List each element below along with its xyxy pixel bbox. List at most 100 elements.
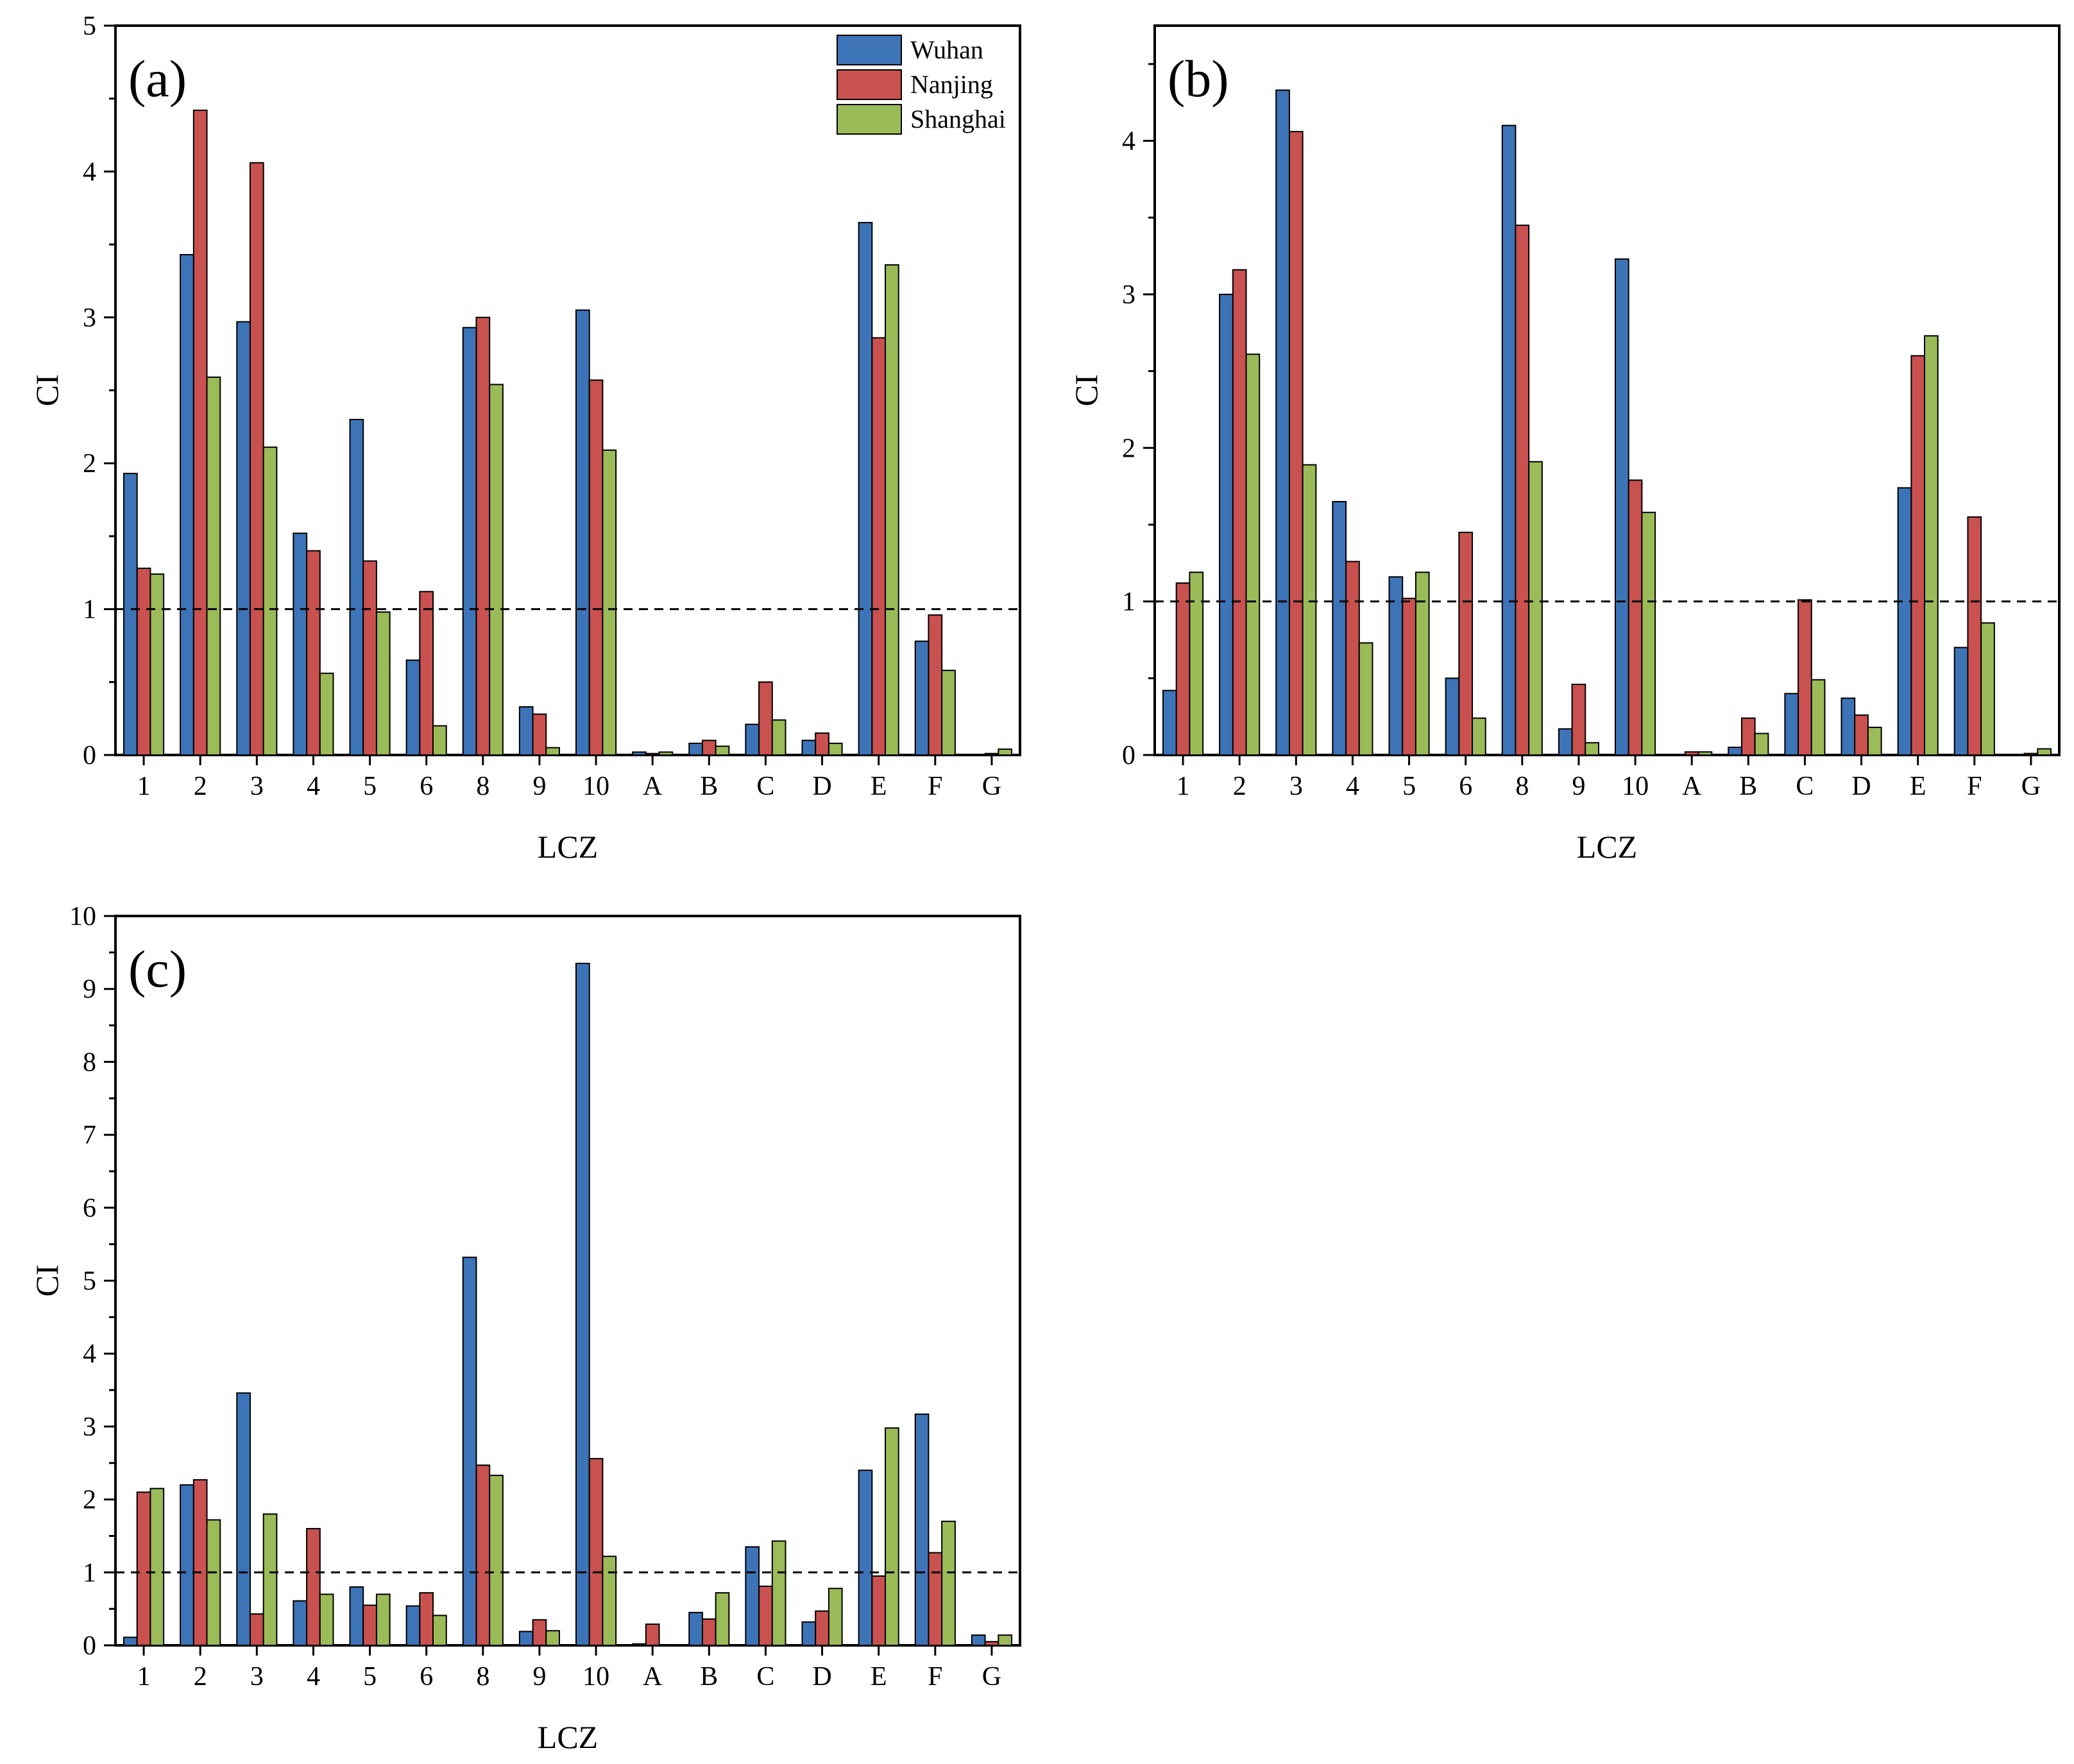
x-axis-title: LCZ bbox=[538, 829, 598, 865]
bar-wuhan-lcz-1 bbox=[123, 473, 138, 756]
bar-shanghai-lcz-1 bbox=[1189, 572, 1204, 756]
x-tick-label: 10 bbox=[1622, 772, 1649, 801]
y-tick-label: 4 bbox=[83, 157, 96, 187]
y-axis-title: CI bbox=[1068, 375, 1104, 407]
y-tick-label: 2 bbox=[1122, 434, 1135, 463]
bar-shanghai-lcz-b bbox=[715, 1592, 730, 1646]
x-tick-label: 6 bbox=[420, 772, 433, 801]
bar-wuhan-lcz-10 bbox=[575, 309, 590, 756]
panel-label: (a) bbox=[128, 49, 187, 108]
x-tick-label: 10 bbox=[582, 772, 609, 801]
bar-nanjing-lcz-c bbox=[1798, 599, 1812, 756]
y-tick-label: 5 bbox=[83, 12, 96, 41]
bar-nanjing-lcz-f bbox=[928, 1552, 943, 1647]
bar-shanghai-lcz-f bbox=[1980, 622, 1995, 756]
bar-nanjing-lcz-g bbox=[984, 1641, 999, 1646]
bar-wuhan-lcz-10 bbox=[575, 962, 590, 1646]
bar-wuhan-lcz-2 bbox=[1219, 293, 1234, 756]
bar-shanghai-lcz-10 bbox=[1641, 511, 1656, 756]
bar-wuhan-lcz-d bbox=[801, 740, 817, 756]
bar-wuhan-lcz-f bbox=[914, 640, 930, 756]
bar-nanjing-lcz-10 bbox=[588, 379, 604, 756]
bar-wuhan-lcz-8 bbox=[462, 1257, 477, 1646]
legend-label-nanjing: Nanjing bbox=[910, 70, 993, 99]
bar-shanghai-lcz-g bbox=[998, 748, 1013, 756]
bar-wuhan-lcz-1 bbox=[123, 1636, 138, 1646]
bar-nanjing-lcz-e bbox=[871, 1575, 887, 1647]
bar-nanjing-lcz-10 bbox=[588, 1457, 604, 1646]
bar-wuhan-lcz-6 bbox=[405, 659, 421, 756]
bar-wuhan-lcz-9 bbox=[1558, 728, 1573, 756]
bar-shanghai-lcz-b bbox=[715, 745, 730, 756]
bar-shanghai-lcz-4 bbox=[1358, 642, 1373, 756]
bar-nanjing-lcz-8 bbox=[1515, 225, 1530, 756]
bar-shanghai-lcz-8 bbox=[489, 1475, 504, 1647]
bar-shanghai-lcz-g bbox=[998, 1634, 1013, 1647]
legend-swatch-nanjing bbox=[837, 69, 902, 100]
bar-nanjing-lcz-10 bbox=[1628, 479, 1643, 756]
x-tick-label: B bbox=[700, 1662, 718, 1692]
y-tick-label: 5 bbox=[83, 1267, 96, 1296]
x-tick-label: A bbox=[643, 772, 663, 801]
x-tick-label: 5 bbox=[1402, 772, 1416, 801]
bar-wuhan-lcz-5 bbox=[349, 418, 364, 756]
bar-wuhan-lcz-2 bbox=[180, 254, 194, 756]
x-tick-label: C bbox=[756, 772, 774, 801]
bar-shanghai-lcz-5 bbox=[1415, 572, 1430, 756]
x-tick-label: F bbox=[928, 1662, 942, 1692]
bar-shanghai-lcz-2 bbox=[1245, 353, 1261, 756]
x-tick-label: 3 bbox=[1289, 772, 1303, 801]
x-tick-label: B bbox=[1739, 772, 1757, 801]
bar-nanjing-lcz-g bbox=[984, 752, 999, 756]
x-tick-label: 4 bbox=[307, 1662, 320, 1692]
x-tick-label: 2 bbox=[194, 1662, 207, 1692]
bar-shanghai-lcz-e bbox=[885, 264, 899, 756]
bar-shanghai-lcz-3 bbox=[1302, 464, 1317, 756]
x-tick-label: 2 bbox=[1233, 772, 1246, 801]
panel-label: (c) bbox=[128, 940, 187, 998]
bar-nanjing-lcz-2 bbox=[1232, 269, 1247, 756]
bar-shanghai-lcz-1 bbox=[149, 573, 165, 756]
bar-nanjing-lcz-f bbox=[928, 614, 943, 756]
bar-shanghai-lcz-3 bbox=[262, 1513, 278, 1647]
x-tick-label: 10 bbox=[582, 1662, 609, 1692]
x-tick-label: F bbox=[1967, 772, 1982, 801]
bar-wuhan-lcz-3 bbox=[236, 1392, 251, 1646]
y-axis-title: CI bbox=[29, 375, 65, 407]
bar-wuhan-lcz-b bbox=[1728, 747, 1742, 756]
bar-wuhan-lcz-b bbox=[688, 742, 703, 756]
x-tick-label: 3 bbox=[250, 1662, 264, 1692]
bar-shanghai-lcz-8 bbox=[1528, 461, 1543, 756]
bar-nanjing-lcz-8 bbox=[475, 1464, 491, 1646]
bar-wuhan-lcz-c bbox=[745, 724, 760, 756]
y-tick-label: 0 bbox=[83, 741, 96, 770]
bar-shanghai-lcz-9 bbox=[545, 1630, 561, 1647]
y-tick-label: 0 bbox=[83, 1631, 96, 1661]
chart-panel-a: 0 1 2 3 4 5 1 2 3 4 5 6 8 9 10 A B C D E F G LCZ CI (a) Wuhan Nanj… bbox=[29, 12, 1021, 865]
bar-nanjing-lcz-3 bbox=[249, 1613, 264, 1646]
bar-wuhan-lcz-g bbox=[2010, 754, 2025, 756]
bar-nanjing-lcz-8 bbox=[475, 316, 491, 756]
bar-shanghai-lcz-d bbox=[828, 742, 843, 756]
bar-wuhan-lcz-8 bbox=[462, 327, 477, 756]
bar-shanghai-lcz-1 bbox=[149, 1488, 165, 1646]
bar-nanjing-lcz-4 bbox=[306, 1528, 321, 1647]
x-tick-label: B bbox=[700, 772, 718, 801]
x-tick-label: 4 bbox=[1346, 772, 1359, 801]
bar-nanjing-lcz-9 bbox=[532, 713, 547, 756]
bar-nanjing-lcz-1 bbox=[136, 567, 151, 756]
bar-nanjing-lcz-1 bbox=[136, 1491, 151, 1646]
bar-wuhan-lcz-3 bbox=[236, 321, 251, 756]
bar-shanghai-lcz-9 bbox=[1585, 742, 1600, 756]
x-tick-label: C bbox=[756, 1662, 774, 1692]
bar-nanjing-lcz-5 bbox=[362, 1604, 377, 1647]
bar-nanjing-lcz-c bbox=[758, 1585, 773, 1647]
x-tick-label: D bbox=[812, 772, 831, 801]
bar-shanghai-lcz-a bbox=[1697, 751, 1713, 756]
bar-nanjing-lcz-e bbox=[871, 337, 887, 756]
bar-wuhan-lcz-4 bbox=[293, 532, 308, 756]
bar-shanghai-lcz-f bbox=[941, 670, 956, 756]
bar-shanghai-lcz-e bbox=[1924, 335, 1939, 756]
x-tick-label: G bbox=[982, 1662, 1001, 1692]
bar-wuhan-lcz-2 bbox=[180, 1484, 194, 1647]
